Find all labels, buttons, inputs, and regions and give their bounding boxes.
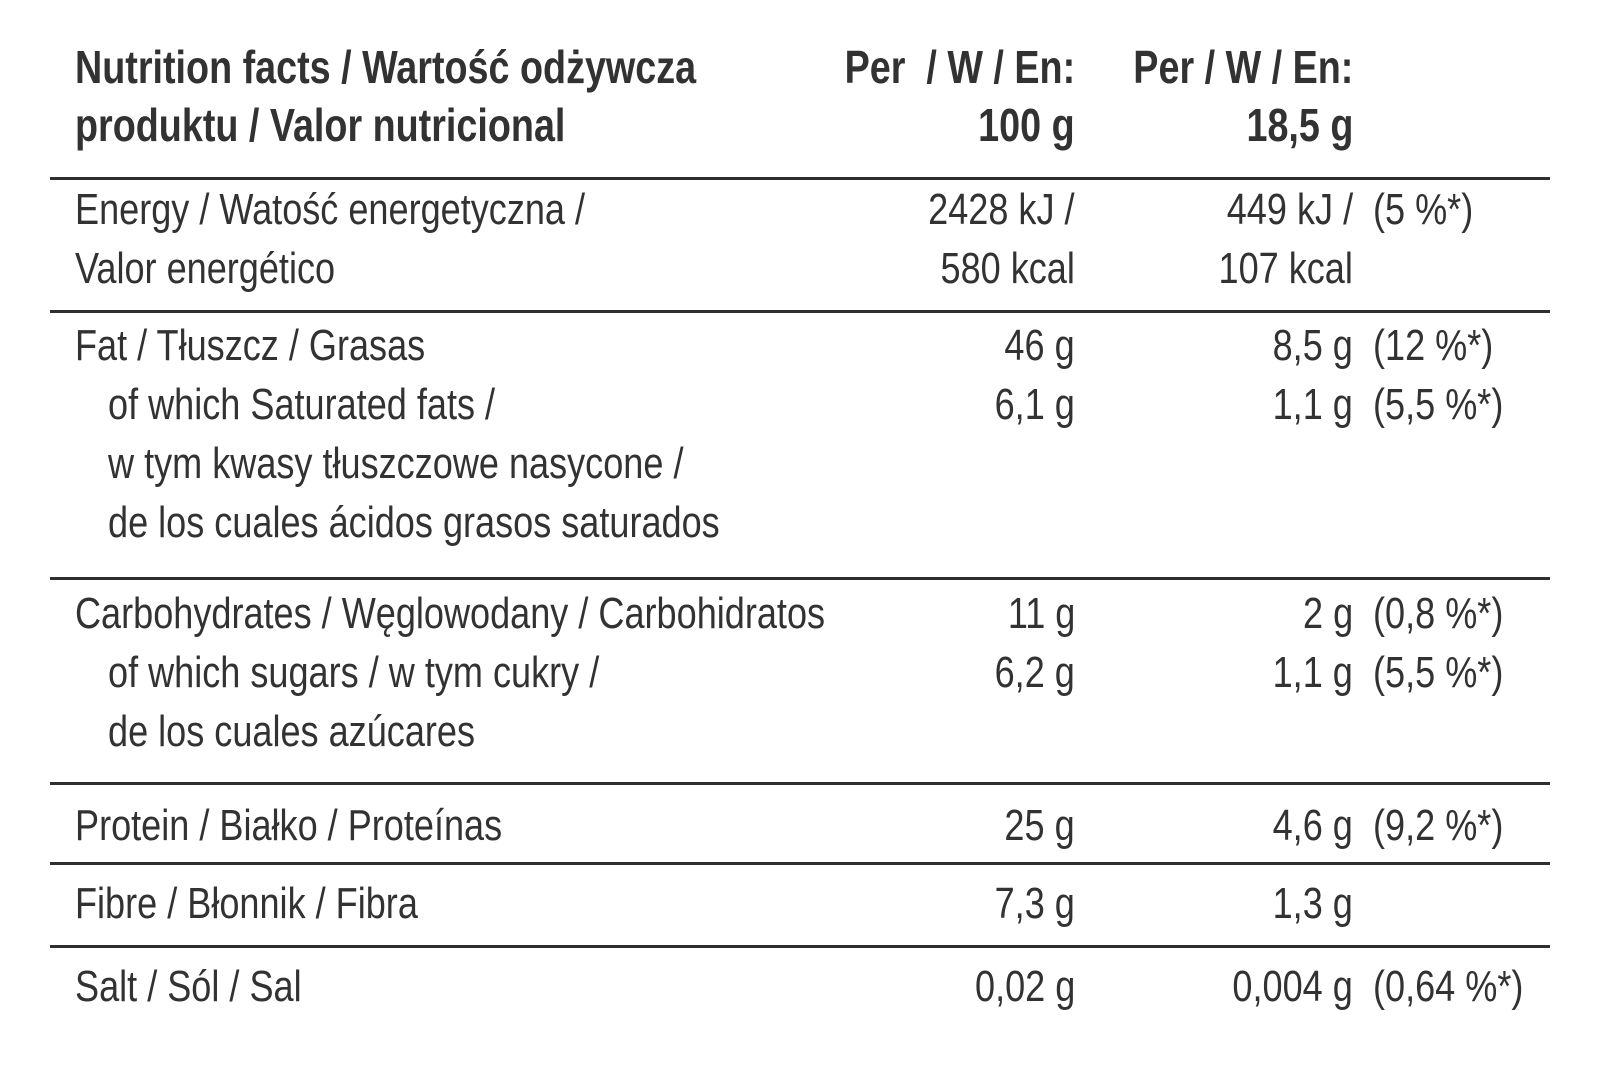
salt-per-serving-value: 0,004 g: [1232, 962, 1353, 1011]
fibre-percent-ri: [1353, 874, 1550, 933]
energy-per-100g-kj: 2428 kJ /: [928, 185, 1075, 234]
fibre-label-line-1: Fibre / Błonnik / Fibra: [75, 879, 418, 928]
salt-percent-ri: (0,64 %*): [1353, 957, 1550, 1016]
energy-per-serving: 449 kJ / 107 kcal: [1075, 180, 1353, 298]
row-protein: Protein / Białko / Proteínas 25 g 4,6 g …: [50, 785, 1550, 862]
fibre-per-100g-value: 7,3 g: [994, 879, 1075, 928]
fat-per-100g-value: 46 g: [1004, 321, 1075, 370]
salt-percent-value: (0,64 %*): [1373, 962, 1524, 1011]
column-header-per-serving: Per / W / En: 18,5 g: [1075, 38, 1353, 154]
fat-saturated-label-line-1: of which Saturated fats /: [108, 380, 496, 429]
protein-label: Protein / Białko / Proteínas: [50, 796, 905, 855]
carbohydrates-per-serving: 2 g 1,1 g: [1075, 584, 1353, 761]
protein-per-serving: 4,6 g: [1075, 796, 1353, 855]
sugars-label-line-2: de los cuales azúcares: [108, 707, 476, 756]
per-100g-header-amount: 100 g: [978, 99, 1075, 151]
carbohydrates-label: Carbohydrates / Węglowodany / Carbohidra…: [50, 584, 905, 761]
fat-percent-ri: (12 %*) (5,5 %*): [1353, 316, 1550, 552]
fibre-per-serving: 1,3 g: [1075, 874, 1353, 933]
fat-per-serving: 8,5 g 1,1 g: [1075, 316, 1353, 552]
divider-line: [50, 310, 1550, 313]
divider-line: [50, 862, 1550, 865]
fat-label: Fat / Tłuszcz / Grasas of which Saturate…: [50, 316, 905, 552]
salt-label: Salt / Sól / Sal: [50, 957, 905, 1016]
carbohydrates-per-100g: 11 g 6,2 g: [905, 584, 1075, 761]
sugars-per-serving-value: 1,1 g: [1272, 648, 1353, 697]
salt-per-serving: 0,004 g: [1075, 957, 1353, 1016]
nutrition-facts-table: Nutrition facts / Wartość odżywcza produ…: [50, 0, 1550, 1016]
table-title: Nutrition facts / Wartość odżywcza produ…: [50, 38, 905, 154]
row-salt: Salt / Sól / Sal 0,02 g 0,004 g (0,64 %*…: [50, 948, 1550, 1016]
saturated-fat-percent-value: (5,5 %*): [1373, 380, 1504, 429]
protein-per-serving-value: 4,6 g: [1272, 801, 1353, 850]
sugars-percent-value: (5,5 %*): [1373, 648, 1504, 697]
fat-per-serving-value: 8,5 g: [1272, 321, 1353, 370]
carbohydrates-percent-ri: (0,8 %*) (5,5 %*): [1353, 584, 1550, 761]
fibre-label: Fibre / Błonnik / Fibra: [50, 874, 905, 933]
energy-label: Energy / Watość energetyczna / Valor ene…: [50, 180, 905, 298]
sugars-label-line-1: of which sugars / w tym cukry /: [108, 648, 600, 697]
row-fat: Fat / Tłuszcz / Grasas of which Saturate…: [50, 313, 1550, 577]
fibre-per-100g: 7,3 g: [905, 874, 1075, 933]
saturated-fat-per-100g-value: 6,1 g: [994, 380, 1075, 429]
energy-per-100g: 2428 kJ / 580 kcal: [905, 180, 1075, 298]
energy-percent-value: (5 %*): [1373, 185, 1474, 234]
energy-label-line-1: Energy / Watość energetyczna /: [75, 185, 586, 234]
per-serving-header-label: Per / W / En:: [1132, 41, 1353, 93]
divider-line: [50, 945, 1550, 948]
sugars-per-100g-value: 6,2 g: [994, 648, 1075, 697]
protein-percent-ri: (9,2 %*): [1353, 796, 1550, 855]
divider-line: [50, 782, 1550, 785]
energy-percent-ri: (5 %*): [1353, 180, 1550, 298]
energy-per-serving-kcal: 107 kcal: [1218, 244, 1353, 293]
protein-percent-value: (9,2 %*): [1373, 801, 1504, 850]
energy-per-serving-kj: 449 kJ /: [1226, 185, 1353, 234]
column-header-per-100g: Per / W / En: 100 g: [844, 38, 1075, 154]
fibre-per-serving-value: 1,3 g: [1272, 879, 1353, 928]
divider-line: [50, 177, 1550, 180]
carbohydrates-label-line-1: Carbohydrates / Węglowodany / Carbohidra…: [75, 589, 826, 638]
energy-label-line-2: Valor energético: [75, 244, 336, 293]
fat-label-line-1: Fat / Tłuszcz / Grasas: [75, 321, 426, 370]
per-100g-header-label: Per / W / En:: [844, 41, 1075, 93]
saturated-fat-per-serving-value: 1,1 g: [1272, 380, 1353, 429]
fat-saturated-label-line-3: de los cuales ácidos grasos saturados: [108, 498, 720, 547]
row-fibre: Fibre / Błonnik / Fibra 7,3 g 1,3 g: [50, 865, 1550, 945]
fat-percent-value: (12 %*): [1373, 321, 1494, 370]
protein-per-100g: 25 g: [905, 796, 1075, 855]
table-title-line-1: Nutrition facts / Wartość odżywcza: [75, 41, 697, 93]
fat-saturated-label-line-2: w tym kwasy tłuszczowe nasycone /: [108, 439, 684, 488]
salt-per-100g-value: 0,02 g: [974, 962, 1075, 1011]
per-serving-header-amount: 18,5 g: [1246, 99, 1353, 151]
protein-label-line-1: Protein / Białko / Proteínas: [75, 801, 503, 850]
energy-per-100g-kcal: 580 kcal: [940, 244, 1075, 293]
carbohydrates-percent-value: (0,8 %*): [1373, 589, 1504, 638]
table-title-line-2: produktu / Valor nutricional: [75, 99, 566, 151]
salt-label-line-1: Salt / Sól / Sal: [75, 962, 302, 1011]
row-energy: Energy / Watość energetyczna / Valor ene…: [50, 180, 1550, 310]
fat-per-100g: 46 g 6,1 g: [905, 316, 1075, 552]
carbohydrates-per-100g-value: 11 g: [1007, 589, 1075, 638]
salt-per-100g: 0,02 g: [905, 957, 1075, 1016]
column-header-percent-spacer: [1353, 38, 1550, 154]
carbohydrates-per-serving-value: 2 g: [1302, 589, 1353, 638]
protein-per-100g-value: 25 g: [1004, 801, 1075, 850]
row-carbohydrates: Carbohydrates / Węglowodany / Carbohidra…: [50, 580, 1550, 782]
table-header-row: Nutrition facts / Wartość odżywcza produ…: [50, 38, 1550, 177]
divider-line: [50, 577, 1550, 580]
